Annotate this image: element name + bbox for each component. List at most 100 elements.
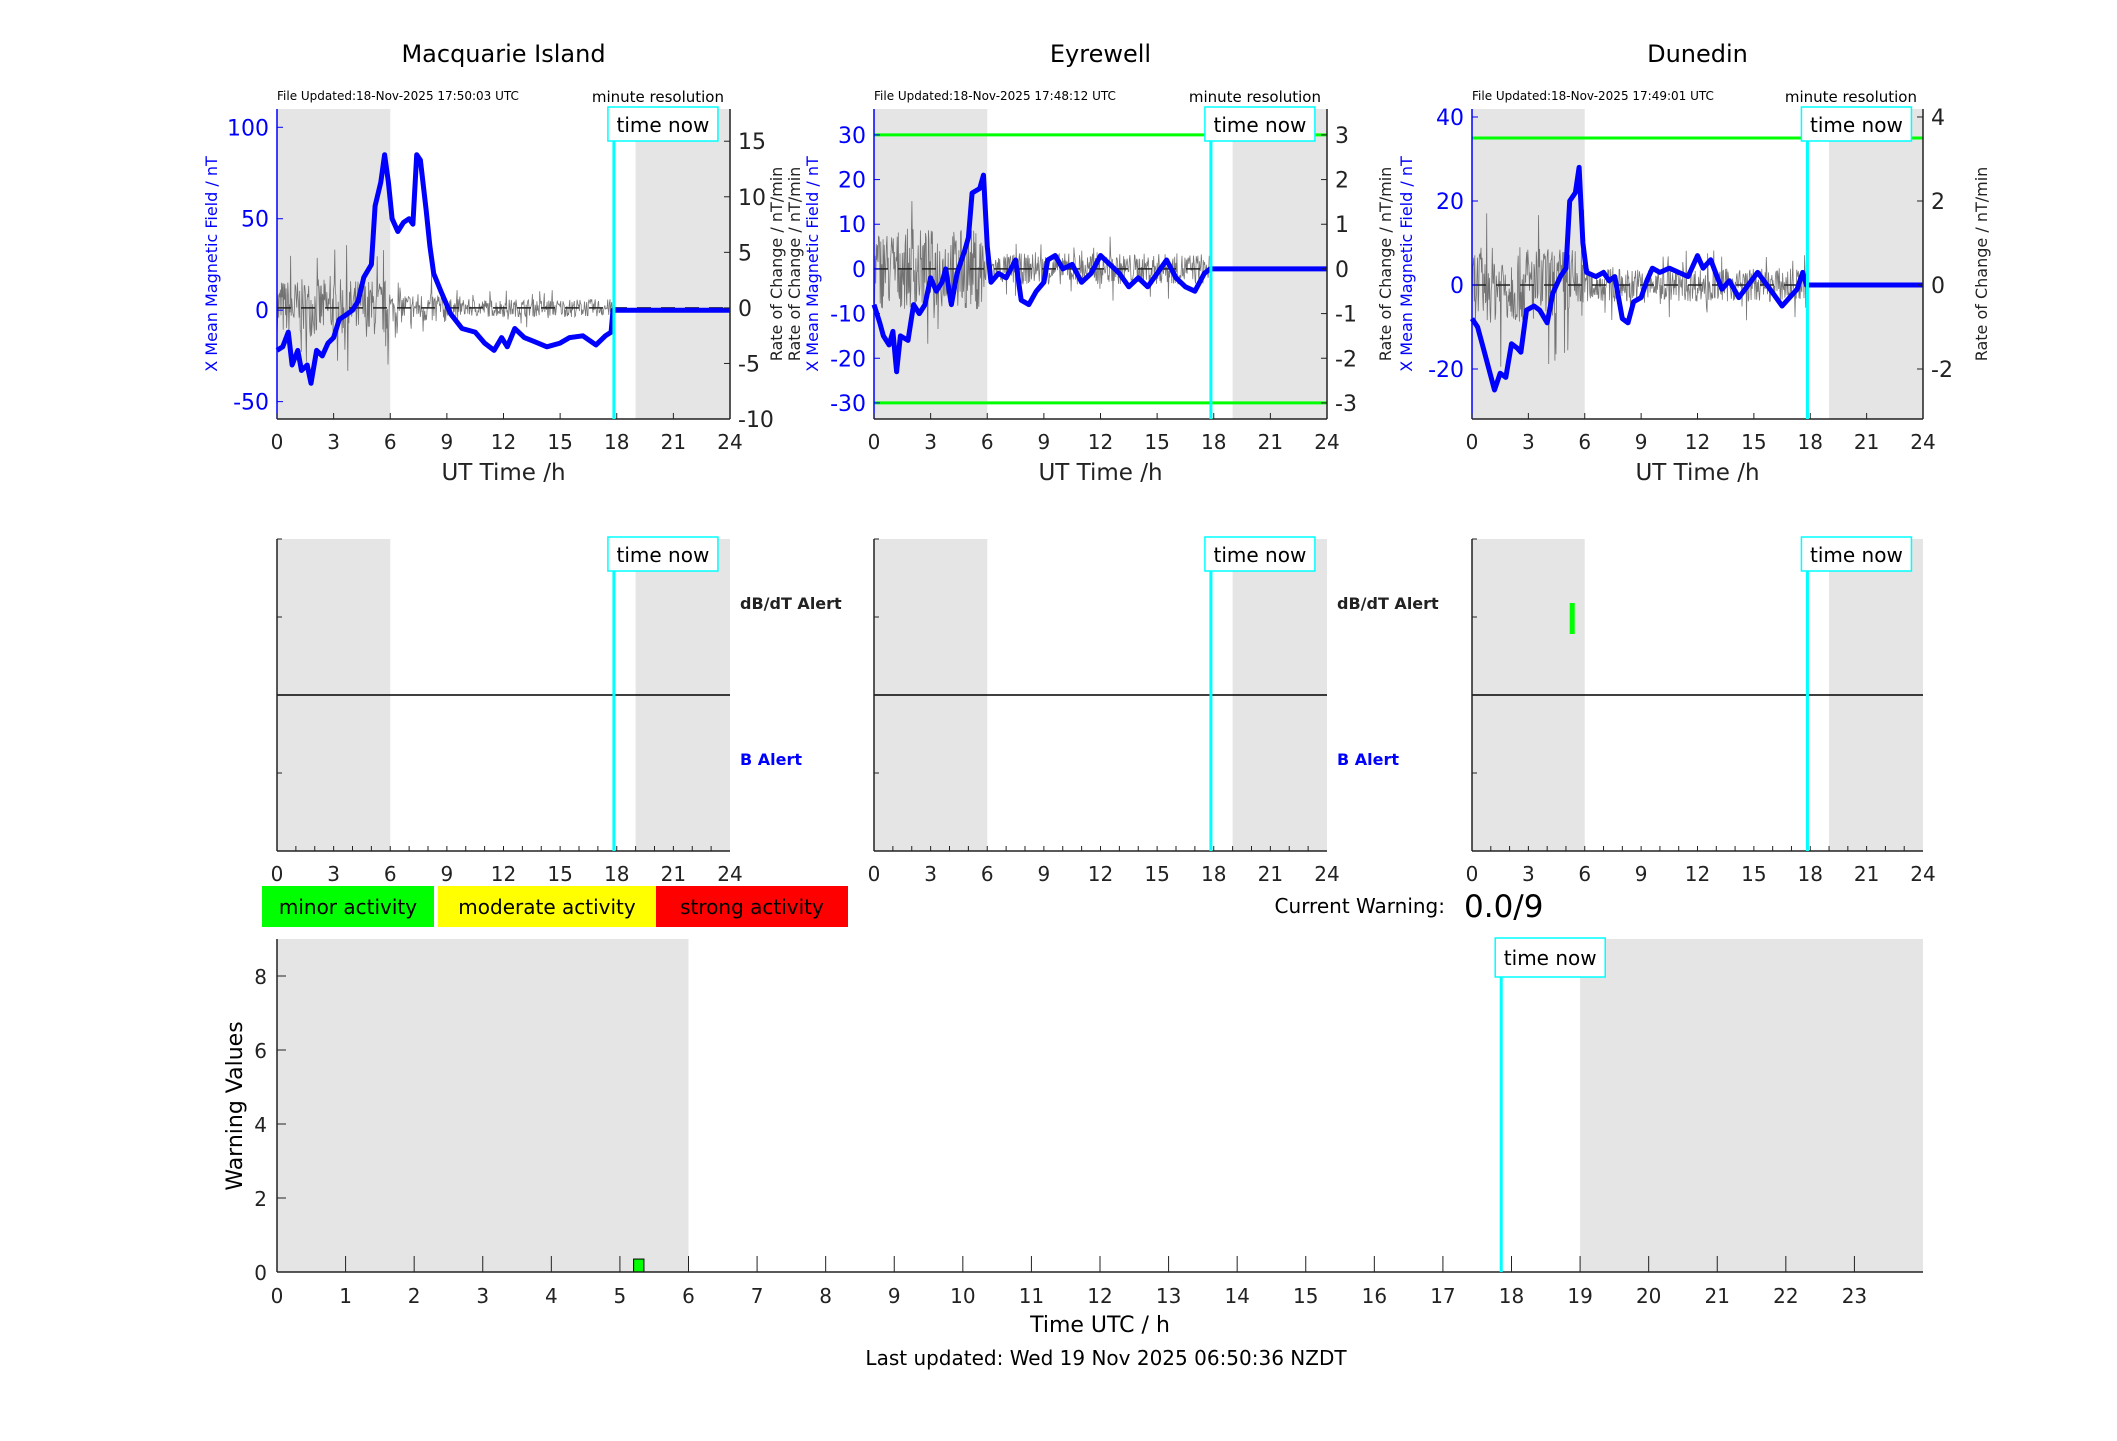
y-tick-label: 0 bbox=[852, 258, 866, 283]
station-panel-0: Macquarie Island File Updated:18-Nov-2025… bbox=[202, 40, 786, 486]
y-tick-label: -20 bbox=[1428, 358, 1464, 383]
y-tick-label: 4 bbox=[254, 1113, 267, 1137]
rate-of-change-line bbox=[276, 245, 615, 371]
x-tick-label: 9 bbox=[1038, 430, 1051, 454]
night-shade bbox=[1580, 939, 1923, 1272]
time-now-box bbox=[1204, 106, 1316, 142]
x-tick-label: 24 bbox=[1314, 862, 1339, 886]
alert-panel-2: 0 3 6 9 12 15 18 21 24 time now bbox=[1466, 536, 1936, 886]
y-right-tick-label: 1 bbox=[1335, 213, 1349, 238]
current-warning-label: Current Warning: bbox=[1275, 894, 1445, 918]
time-now-box bbox=[1494, 937, 1606, 978]
x-tick-label: 3 bbox=[924, 862, 937, 886]
y-tick-label: -30 bbox=[830, 392, 866, 417]
y-tick-label: -10 bbox=[830, 303, 866, 328]
y-right-tick-label: 0 bbox=[1335, 258, 1349, 283]
x-tick-label: 10 bbox=[950, 1284, 975, 1308]
y-tick-label: -20 bbox=[830, 347, 866, 372]
y-tick-label: 8 bbox=[254, 965, 267, 989]
y-right-tick-label: -10 bbox=[738, 408, 774, 433]
x-tick-label: 1 bbox=[339, 1284, 352, 1308]
x-tick-label: 0 bbox=[271, 1284, 284, 1308]
dbdt-alert-label: dB/dT Alert bbox=[1337, 594, 1439, 613]
x-tick-label: 6 bbox=[981, 862, 994, 886]
x-tick-label: 6 bbox=[682, 1284, 695, 1308]
x-tick-label: 12 bbox=[491, 862, 516, 886]
x-tick-label: 12 bbox=[1685, 862, 1710, 886]
x-tick-label: 0 bbox=[1466, 430, 1479, 454]
legend-moderate-swatch bbox=[438, 886, 656, 927]
x-tick-label: 0 bbox=[868, 430, 881, 454]
station-panel-1: Eyrewell File Updated:18-Nov-2025 17:48:1… bbox=[785, 40, 1395, 486]
x-tick-label: 7 bbox=[751, 1284, 764, 1308]
file-updated-text: File Updated:18-Nov-2025 17:50:03 UTC bbox=[277, 89, 519, 103]
x-tick-label: 21 bbox=[1705, 1284, 1730, 1308]
y-right-axis-label: Rate of Change / nT/min bbox=[767, 167, 786, 362]
x-tick-label: 18 bbox=[604, 430, 629, 454]
x-tick-label: 18 bbox=[1499, 1284, 1524, 1308]
station-title: Macquarie Island bbox=[401, 40, 605, 68]
x-tick-label: 6 bbox=[981, 430, 994, 454]
x-tick-label: 15 bbox=[1144, 862, 1169, 886]
x-tick-label: 6 bbox=[384, 430, 397, 454]
x-tick-label: 0 bbox=[1466, 862, 1479, 886]
y-right-tick-label: 2 bbox=[1335, 169, 1349, 194]
time-now-box bbox=[1800, 106, 1913, 142]
resolution-label: minute resolution bbox=[1189, 88, 1321, 106]
time-now-label: time now bbox=[617, 543, 710, 567]
x-tick-label: 15 bbox=[1293, 1284, 1318, 1308]
y-right-tick-label: 5 bbox=[738, 241, 752, 266]
rate-of-change-line bbox=[873, 201, 1212, 344]
x-tick-label: 3 bbox=[1522, 862, 1535, 886]
y-tick-label: 6 bbox=[254, 1039, 267, 1063]
x-tick-label: 6 bbox=[1578, 430, 1591, 454]
y-right-tick-label: 2 bbox=[1931, 190, 1945, 215]
time-now-label: time now bbox=[1504, 946, 1597, 970]
x-tick-label: 15 bbox=[1144, 430, 1169, 454]
x-tick-label: 9 bbox=[1038, 862, 1051, 886]
x-tick-label: 3 bbox=[476, 1284, 489, 1308]
y-right-axis-label: Rate of Change / nT/min bbox=[1376, 167, 1395, 362]
x-tick-label: 18 bbox=[1201, 862, 1226, 886]
y-right-tick-label: -3 bbox=[1335, 392, 1357, 417]
x-tick-label: 2 bbox=[408, 1284, 421, 1308]
x-tick-label: 6 bbox=[1578, 862, 1591, 886]
time-now-box bbox=[607, 106, 719, 142]
warning-chart: 0 1 2 3 4 5 6 7 8 9 10 11 12 13 14 15 16 17 18 19 20 21 22 2302… bbox=[254, 937, 1923, 1308]
x-tick-label: 17 bbox=[1430, 1284, 1455, 1308]
night-shade bbox=[1232, 109, 1327, 419]
legend-strong-label: strong activity bbox=[680, 895, 824, 919]
x-tick-label: 18 bbox=[1798, 862, 1823, 886]
warning-ylabel: Warning Values bbox=[223, 1021, 248, 1190]
x-tick-label: 0 bbox=[868, 862, 881, 886]
b-alert-label: B Alert bbox=[1337, 750, 1399, 769]
y-tick-label: 0 bbox=[254, 1261, 267, 1285]
time-now-box bbox=[1204, 536, 1316, 572]
activity-legend: minor activity moderate activity strong … bbox=[262, 886, 848, 927]
x-tick-label: 12 bbox=[1685, 430, 1710, 454]
night-shade bbox=[277, 939, 689, 1272]
y-tick-label: 30 bbox=[838, 124, 866, 149]
x-tick-label: 15 bbox=[1741, 862, 1766, 886]
y-right-tick-label: 15 bbox=[738, 130, 766, 155]
y-tick-label: 10 bbox=[838, 213, 866, 238]
x-tick-label: 18 bbox=[604, 862, 629, 886]
x-tick-label: 3 bbox=[327, 430, 340, 454]
alert-event-bar bbox=[1569, 603, 1575, 634]
warning-xlabel: Time UTC / h bbox=[1029, 1313, 1170, 1338]
x-tick-label: 6 bbox=[384, 862, 397, 886]
y-axis-label: X Mean Magnetic Field / nT bbox=[202, 156, 221, 372]
y-right-tick-label: -5 bbox=[738, 352, 760, 377]
y-axis-label-secondary: Rate of Change / nT/min bbox=[785, 167, 804, 362]
y-right-tick-label: 0 bbox=[1931, 274, 1945, 299]
x-tick-label: 24 bbox=[717, 430, 742, 454]
field-line bbox=[871, 172, 1327, 375]
y-tick-label: 2 bbox=[254, 1187, 267, 1211]
y-tick-label: 20 bbox=[1436, 190, 1464, 215]
resolution-label: minute resolution bbox=[1785, 88, 1917, 106]
field-line bbox=[275, 152, 730, 386]
x-tick-label: 18 bbox=[1798, 430, 1823, 454]
time-now-label: time now bbox=[1214, 113, 1307, 137]
y-axis-label: X Mean Magnetic Field / nT bbox=[1397, 156, 1416, 372]
